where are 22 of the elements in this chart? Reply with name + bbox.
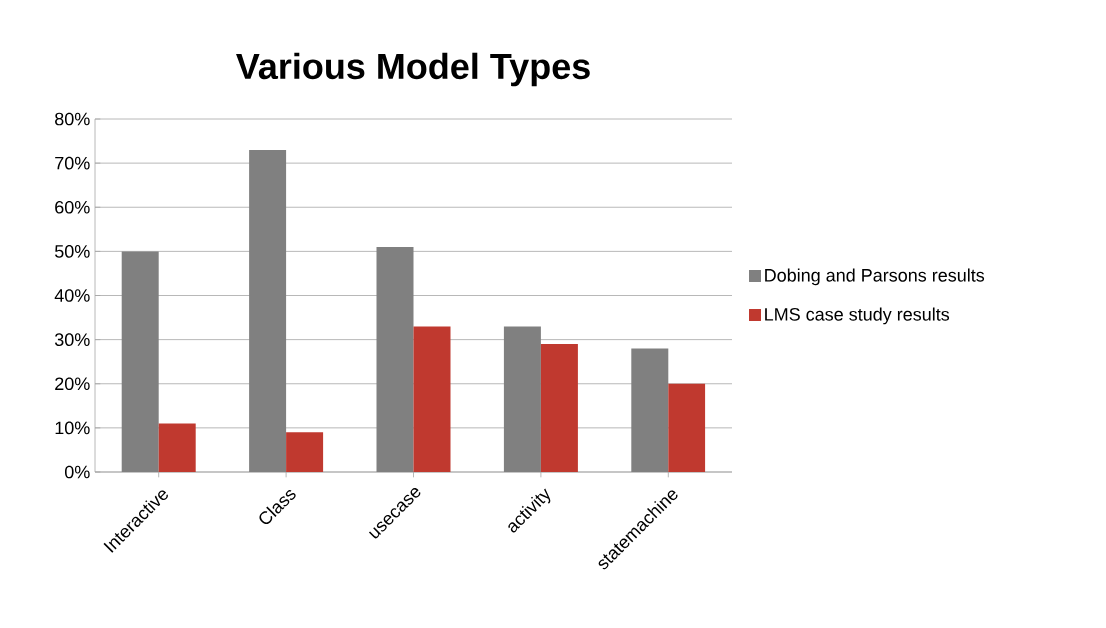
- legend-label: Dobing and Parsons results: [765, 268, 985, 286]
- y-tick-label: 80%: [55, 112, 90, 126]
- bar: [286, 432, 324, 472]
- y-tick-label: 20%: [55, 377, 90, 391]
- chart-title: Various Model Types: [236, 52, 590, 87]
- bar: [249, 149, 287, 472]
- y-tick-label: 30%: [54, 333, 90, 346]
- y-tick-label: 10%: [55, 421, 90, 435]
- y-tick-label: 0%: [64, 465, 90, 479]
- y-tick-label: 50%: [54, 245, 90, 258]
- legend-label: LMS case study results: [765, 307, 950, 325]
- y-tick-label: 70%: [55, 156, 90, 170]
- bar: [158, 423, 196, 472]
- bar: [631, 348, 669, 472]
- bar: [540, 344, 578, 472]
- bar: [503, 326, 541, 472]
- y-tick-label: 40%: [54, 289, 90, 302]
- bar: [413, 326, 451, 472]
- bar: [121, 251, 159, 472]
- bar: [376, 246, 414, 472]
- bar: [668, 383, 706, 472]
- y-tick-label: 60%: [55, 200, 90, 214]
